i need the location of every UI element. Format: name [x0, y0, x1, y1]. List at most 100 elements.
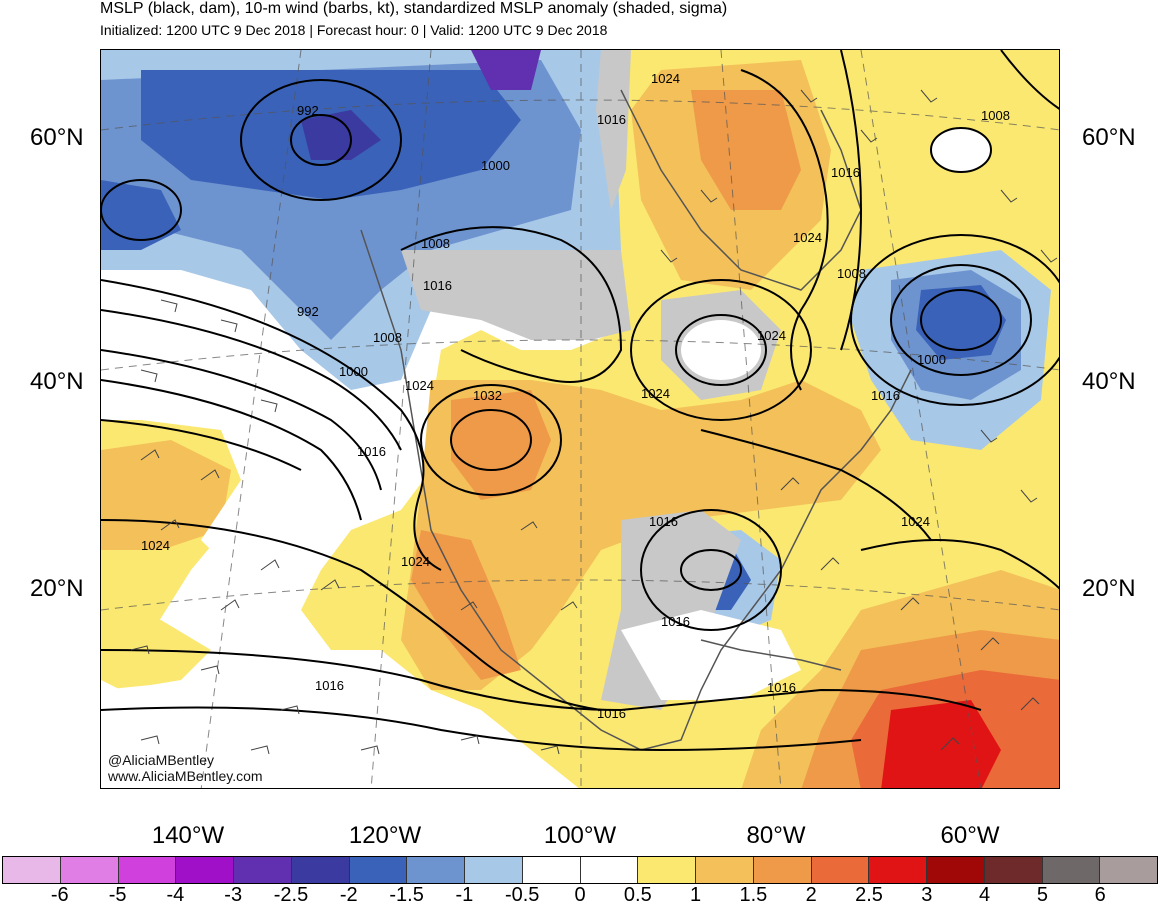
isobar-label: 1024: [641, 386, 670, 401]
colorbar-level-label: -2.5: [273, 884, 309, 906]
anomaly-dark-orange-rockies: [451, 390, 551, 500]
lon-label-100w: 100°W: [543, 822, 617, 849]
anomaly-white-ne: [931, 128, 991, 172]
chart-subtitle: Initialized: 1200 UTC 9 Dec 2018 | Forec…: [100, 22, 608, 38]
lat-label-60n-right: 60°N: [1082, 124, 1136, 151]
anomaly-orange-pacific: [101, 440, 231, 550]
anomaly-neg-west: [101, 180, 181, 250]
anomaly-white-caribbean: [621, 610, 801, 700]
colorbar-cell: [984, 857, 1043, 883]
isobar-label: 1024: [793, 230, 822, 245]
anomaly-red-2: [881, 700, 1001, 788]
anomaly-neutral-grey-1: [401, 250, 631, 340]
isobar-label: 992: [297, 304, 319, 319]
isobar-label: 1000: [481, 158, 510, 173]
isobar-label: 1024: [757, 328, 786, 343]
colorbar-cell: [522, 857, 581, 883]
colorbar-level-label: -0.5: [504, 884, 540, 906]
isobar-label: 1024: [651, 71, 680, 86]
weather-map: 992 1000 1008 1016 1024 1016 992 1008 10…: [100, 49, 1060, 789]
colorbar-cell: [234, 857, 292, 883]
isobar-labels: 992 1000 1008 1016 1024 1016 992 1008 10…: [141, 71, 1010, 721]
isobar-label: 1016: [831, 165, 860, 180]
isobar-label: 1016: [315, 678, 344, 693]
isobars: [101, 50, 1059, 752]
anomaly-dark-orange-sw: [411, 530, 521, 680]
colorbar-cell: [465, 857, 523, 883]
isobar-label: 1016: [871, 388, 900, 403]
isobar-label: 1008: [981, 108, 1010, 123]
lat-label-40n-right: 40°N: [1082, 368, 1136, 395]
isobar-label: 1024: [901, 514, 930, 529]
colorbar-level-label: 1.5: [739, 884, 768, 906]
colorbar-level-label: -4: [166, 884, 185, 906]
isobar-label: 1016: [357, 444, 386, 459]
isobar-label: 1016: [423, 278, 452, 293]
isobar-label: 992: [297, 103, 319, 118]
isobar-label: 1000: [917, 352, 946, 367]
colorbar-level-label: 3: [921, 884, 933, 906]
anomaly-neg-deep: [301, 110, 381, 160]
chart-title: MSLP (black, dam), 10-m wind (barbs, kt)…: [100, 0, 728, 17]
lon-label-80w: 80°W: [746, 822, 806, 849]
isobar-label: 1016: [649, 514, 678, 529]
isobar-label: 1008: [837, 266, 866, 281]
colorbar-cell: [407, 857, 465, 883]
lon-label-120w: 120°W: [348, 822, 422, 849]
colorbar: [2, 856, 1158, 884]
colorbar-level-label: -3: [224, 884, 243, 906]
isobar-label: 1008: [373, 330, 402, 345]
isobar-label: 1008: [421, 236, 450, 251]
colorbar-cell: [580, 857, 639, 883]
colorbar-level-label: 2: [805, 884, 817, 906]
isobar-label: 1024: [141, 538, 170, 553]
colorbar-cell: [1100, 857, 1157, 883]
colorbar-level-label: 5: [1036, 884, 1048, 906]
colorbar-level-label: -1: [455, 884, 474, 906]
colorbar-cell: [176, 857, 234, 883]
colorbar-cell: [291, 857, 350, 883]
anomaly-white-high: [681, 320, 761, 380]
colorbar-cell: [869, 857, 927, 883]
isobar-label: 1024: [401, 554, 430, 569]
colorbar-level-label: -2: [339, 884, 358, 906]
colorbar-cell: [349, 857, 408, 883]
lat-label-40n-left: 40°N: [30, 368, 84, 395]
lat-label-20n-left: 20°N: [30, 575, 84, 602]
credit-website: www.AliciaMBentley.com: [108, 768, 263, 784]
lon-label-60w: 60°W: [940, 822, 1000, 849]
isobar-label: 1016: [661, 614, 690, 629]
anomaly-neutral-grey-3: [601, 510, 741, 710]
lat-label-20n-right: 20°N: [1082, 575, 1136, 602]
colorbar-level-label: -6: [50, 884, 69, 906]
anomaly-dark-orange-canada: [691, 90, 801, 210]
colorbar-level-label: 1: [690, 884, 702, 906]
graticule: [101, 50, 1059, 788]
colorbar-level-label: -1.5: [389, 884, 424, 906]
credit-handle: @AliciaMBentley: [108, 752, 215, 768]
colorbar-level-label: -5: [108, 884, 127, 906]
lat-label-60n-left: 60°N: [30, 124, 84, 151]
colorbar-level-label: 2.5: [855, 884, 883, 906]
anomaly-white-pacific-south: [101, 670, 441, 788]
colorbar-level-label: 0.5: [623, 884, 652, 906]
colorbar-level-label: 4: [979, 884, 991, 906]
wind-barbs: [130, 89, 1058, 755]
colorbar-cell: [1042, 857, 1101, 883]
colorbar-cell: [753, 857, 812, 883]
isobar-label: 1024: [405, 378, 434, 393]
colorbar-level-label: 0: [574, 884, 586, 906]
colorbar-cell: [60, 857, 119, 883]
colorbar-level-label: 6: [1094, 884, 1106, 906]
anomaly-neg-deep2: [471, 50, 541, 90]
anomaly-neutral-grey-4: [596, 50, 631, 210]
colorbar-cell: [118, 857, 177, 883]
isobar-label: 1000: [339, 364, 368, 379]
isobar-label: 1016: [767, 680, 796, 695]
colorbar-cell: [696, 857, 754, 883]
lon-label-140w: 140°W: [151, 822, 225, 849]
colorbar-cell: [927, 857, 985, 883]
colorbar-cell: [3, 857, 61, 883]
isobar-label: 1016: [597, 706, 626, 721]
colorbar-cell: [638, 857, 696, 883]
